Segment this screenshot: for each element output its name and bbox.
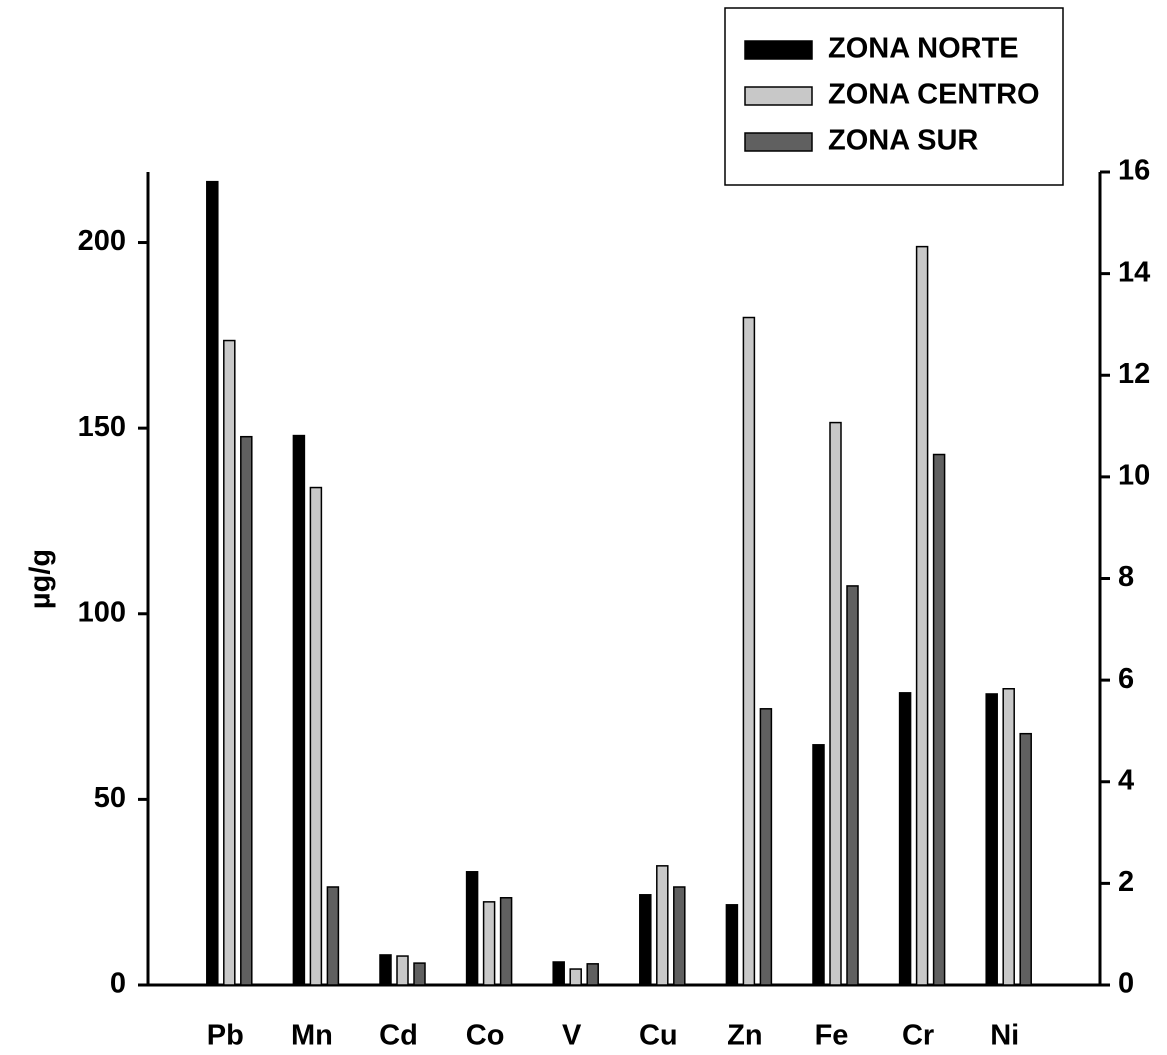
bar [552,961,565,986]
x-tick-label: Zn [727,1020,762,1052]
bar [240,435,253,986]
bar [292,434,306,986]
x-tick-label: Pb [207,1020,244,1052]
bar [326,886,340,986]
x-tick-label: Cd [379,1020,418,1052]
x-tick-label: Co [466,1020,505,1052]
bar [656,865,669,986]
bar [1002,688,1015,986]
y2-tick-label: 2 [1118,866,1134,898]
legend-swatch [744,132,813,152]
bar [309,486,323,986]
bar [499,897,513,986]
bar [569,968,582,986]
legend-label: ZONA NORTE [828,33,1019,65]
bar [396,955,409,986]
bar [898,692,912,986]
x-tick-label: V [562,1020,582,1052]
bar [759,708,773,986]
y2-tick-label: 4 [1118,764,1134,796]
y-tick-label: 50 [94,782,126,814]
y-axis-label: µg/g [25,549,57,609]
bar [812,744,825,986]
bar [465,871,479,986]
y2-tick-label: 6 [1118,663,1134,695]
bar [915,245,929,986]
y-tick-label: 100 [78,596,126,628]
x-tick-label: Cr [902,1020,934,1052]
bar [639,894,652,986]
bar [379,954,392,986]
legend-label: ZONA SUR [828,125,978,157]
y2-tick-label: 12 [1118,358,1150,390]
bar [725,904,739,986]
y-tick-label: 200 [78,225,126,257]
bar [223,339,236,986]
x-tick-label: Fe [815,1020,849,1052]
y2-tick-label: 16 [1118,155,1150,187]
bar [742,316,756,986]
bar [206,180,219,986]
y2-tick-label: 14 [1118,256,1150,288]
x-tick-label: Cu [639,1020,678,1052]
legend-swatch [744,40,813,60]
bar [1019,732,1032,986]
bar [413,962,426,986]
bar [673,886,686,986]
bar [586,963,599,986]
bar [482,901,496,986]
bar [932,453,946,986]
y-tick-label: 0 [110,968,126,1000]
x-tick-label: Mn [291,1020,333,1052]
legend-swatch [744,86,813,106]
x-tick-label: Ni [990,1020,1019,1052]
y2-tick-label: 8 [1118,561,1134,593]
bar [846,585,859,986]
y2-tick-label: 10 [1118,460,1150,492]
bar [985,693,998,986]
bar [829,421,842,986]
y2-tick-label: 0 [1118,968,1134,1000]
y-tick-label: 150 [78,411,126,443]
legend-label: ZONA CENTRO [828,79,1040,111]
